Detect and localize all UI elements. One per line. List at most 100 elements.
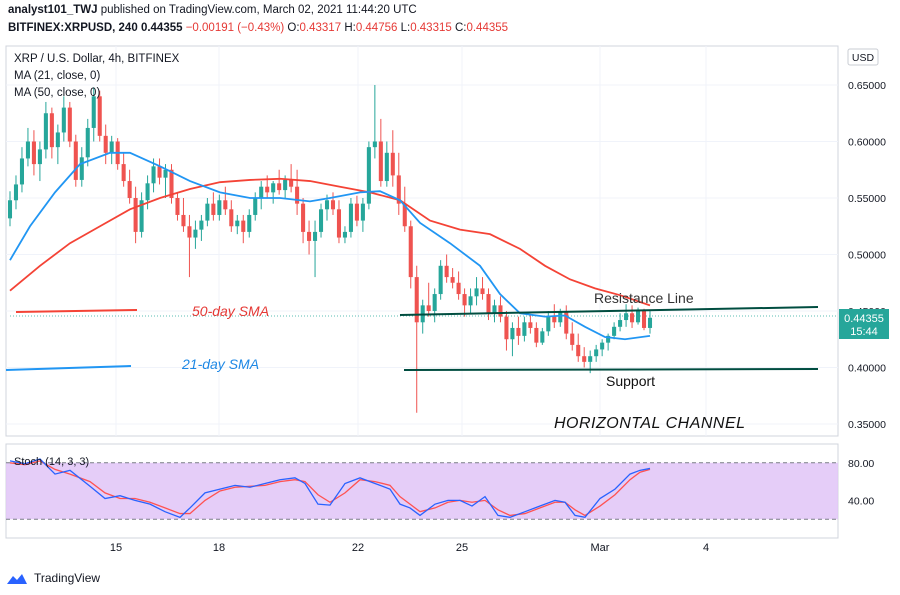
price-scale[interactable]: USD 0.650000.600000.550000.500000.450000… (839, 48, 889, 431)
candle-body (307, 231, 312, 241)
legend-ma50[interactable]: MA (50, close, 0) (14, 87, 100, 99)
candle-body (606, 335, 611, 343)
candle-body (301, 203, 306, 232)
candle-body (462, 294, 467, 306)
candle-body (570, 333, 575, 345)
low-label: L: (400, 22, 411, 34)
candle-body (342, 231, 347, 238)
candle-body (109, 141, 114, 153)
legend-ma21[interactable]: MA (21, close, 0) (14, 70, 100, 82)
price-grid (6, 46, 838, 436)
author-name[interactable]: analyst101_TWJ (8, 4, 98, 16)
resistance-line[interactable] (399, 306, 819, 316)
stoch-tick-label: 80.00 (848, 458, 874, 470)
candles (7, 85, 653, 413)
candle-body (426, 305, 431, 311)
stoch-label[interactable]: Stoch (14, 3, 3) (14, 456, 89, 468)
candle-body (181, 214, 186, 227)
candle-body (390, 152, 395, 176)
candle-body (564, 311, 569, 334)
candle-body (336, 209, 342, 238)
stoch-band (6, 462, 838, 520)
candle-body (582, 356, 587, 362)
candle-body (49, 113, 54, 148)
candle-body (612, 326, 617, 336)
time-axis[interactable]: 15 18 22 25 Mar 4 (110, 542, 709, 554)
candle-body (318, 209, 324, 232)
candle-body (636, 311, 641, 323)
footer-brand[interactable]: TradingView (34, 571, 101, 585)
tradingview-logo-icon[interactable] (6, 571, 28, 585)
candle-body (199, 220, 204, 230)
candle-body (396, 175, 401, 204)
candle-body (43, 113, 48, 150)
candle-body (522, 322, 527, 336)
symbol-line: BITFINEX:XRPUSD, 240 0.44355 −0.00191 (−… (8, 22, 508, 34)
resistance-annotation: Resistance Line (594, 290, 694, 306)
stoch-scale: 80.00 40.00 (848, 458, 874, 508)
candle-body (127, 181, 132, 198)
candle-body (163, 169, 168, 178)
support-line[interactable] (403, 368, 819, 371)
candle-body (372, 141, 377, 148)
price-tick-label: 0.55000 (848, 193, 886, 205)
price-tick-label: 0.65000 (848, 80, 886, 92)
price-ticks: 0.650000.600000.550000.500000.450000.400… (848, 80, 886, 431)
candle-body (534, 327, 539, 343)
price-tick-label: 0.40000 (848, 363, 886, 375)
candle-body (510, 327, 515, 340)
candle-body (13, 184, 19, 201)
candle-body (647, 317, 653, 328)
price-tick-label: 0.50000 (848, 250, 886, 262)
chart-area[interactable]: 50-day SMA 21-day SMA Resistance Line Su… (0, 44, 900, 566)
candle-body (289, 179, 294, 187)
high-value: 0.44756 (355, 22, 398, 34)
channel-annotation: HORIZONTAL CHANNEL (554, 415, 746, 432)
candle-body (474, 288, 479, 297)
candle-body (133, 198, 138, 232)
stoch-tick-label: 40.00 (848, 495, 874, 507)
candle-body (438, 265, 443, 295)
candle-body (67, 107, 72, 142)
candle-body (25, 141, 30, 159)
candle-body (223, 200, 228, 210)
candle-body (432, 294, 437, 311)
candle-body (480, 288, 485, 295)
high-label: H: (344, 22, 356, 34)
candle-body (624, 313, 629, 321)
candle-body (61, 107, 66, 133)
time-tick-label: 4 (703, 542, 709, 554)
currency-label: USD (852, 52, 875, 64)
candle-body (235, 220, 240, 227)
candle-body (205, 203, 210, 221)
candle-body (600, 342, 605, 350)
candle-body (151, 166, 156, 184)
candle-body (324, 200, 330, 210)
candle-body (85, 127, 90, 158)
candle-body (546, 316, 551, 332)
candle-body (193, 229, 198, 238)
candle-body (91, 96, 96, 128)
time-tick-label: 22 (352, 542, 364, 554)
candle-body (37, 149, 42, 165)
candle-body (217, 200, 222, 215)
candle-body (271, 183, 276, 193)
candle-body (456, 282, 461, 295)
currency-box[interactable] (847, 48, 879, 66)
price-tick-label: 0.60000 (848, 137, 886, 149)
candle-body (313, 231, 318, 241)
candle-body (283, 179, 288, 191)
candle-body (444, 265, 449, 278)
sma-reference-lines (5, 309, 138, 371)
sma21-annotation: 21-day SMA (181, 356, 259, 372)
current-price: 0.44355 (140, 22, 183, 34)
candle-body (277, 183, 282, 191)
countdown-timer: 15:44 (850, 326, 878, 338)
candle-body (97, 96, 102, 136)
candle-body (121, 164, 126, 182)
candle-body (7, 200, 13, 219)
time-tick-label: 15 (110, 542, 122, 554)
symbol-label[interactable]: BITFINEX:XRPUSD, 240 (8, 22, 138, 34)
candle-body (253, 198, 258, 215)
candle-body (630, 313, 635, 323)
